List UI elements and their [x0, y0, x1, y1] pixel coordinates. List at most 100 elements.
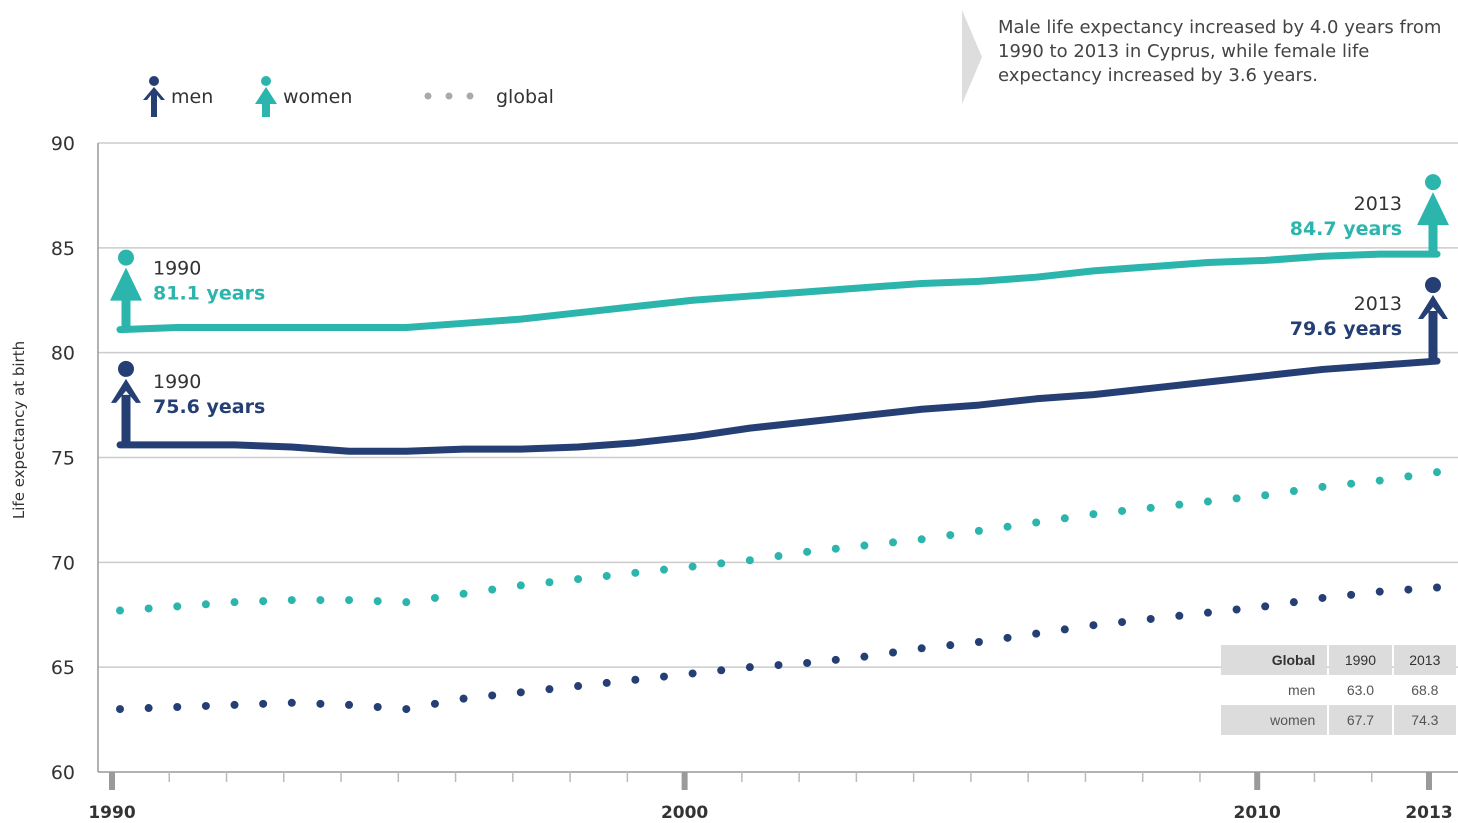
annotation-women-1990-year: 1990 — [153, 258, 201, 280]
point-global-men-2009 — [1203, 608, 1212, 617]
dot-global-men — [1003, 633, 1012, 642]
point-global-men-1997 — [516, 688, 525, 697]
series-line-men — [116, 357, 1441, 455]
global-table-women-1990: 67.7 — [1329, 705, 1392, 735]
global-table-women-label: women — [1221, 705, 1328, 735]
dot-global-men — [774, 661, 783, 670]
dot-global-women — [946, 531, 955, 540]
dot-global-men — [659, 672, 668, 681]
dot-global-women — [1003, 522, 1012, 531]
point-global-women-2000 — [688, 562, 697, 571]
point-global-women-2013 — [1433, 468, 1441, 477]
point-global-men-2007 — [1089, 621, 1098, 630]
y-axis-title: Life expectancy at birth — [10, 340, 28, 520]
dot-global-women — [602, 571, 611, 580]
dot-global-women — [1118, 506, 1127, 515]
annotation-men-1990-value: 75.6 years — [153, 396, 265, 418]
man-2013-icon-head — [1425, 277, 1441, 294]
global-table-header-label: Global — [1221, 645, 1328, 675]
point-global-women-1999 — [631, 568, 640, 577]
dot-global-women — [316, 596, 325, 605]
x-tick-label-2000: 2000 — [661, 803, 708, 823]
dot-global-men — [545, 685, 554, 694]
point-global-women-2009 — [1203, 497, 1212, 506]
dot-global-men — [946, 641, 955, 650]
legend-global-label: global — [496, 86, 554, 108]
point-global-women-2001 — [745, 556, 754, 565]
dot-global-women — [430, 593, 439, 602]
dot-global-men — [889, 648, 898, 657]
point-global-women-2008 — [1146, 503, 1155, 512]
dot-global-women — [717, 559, 726, 568]
dot-global-men — [1289, 598, 1298, 607]
point-global-women-2010 — [1261, 491, 1270, 500]
dot-global-women — [1060, 514, 1069, 523]
point-global-men-2008 — [1146, 614, 1155, 623]
y-tick-label-60: 60 — [51, 762, 75, 784]
y-tick-label-85: 85 — [51, 238, 75, 260]
point-global-men-2011 — [1318, 593, 1327, 602]
x-tick-label-1990: 1990 — [88, 803, 135, 823]
dot-global-women — [889, 538, 898, 547]
point-global-women-1990 — [116, 606, 124, 615]
point-global-men-1991 — [173, 703, 182, 712]
dot-global-men — [430, 699, 439, 708]
dot-global-women — [545, 578, 554, 587]
woman-2013-icon-head — [1425, 174, 1441, 191]
global-table-row-women: women 67.7 74.3 — [1221, 705, 1456, 735]
dot-global-men — [1404, 585, 1413, 594]
dot-global-men — [1060, 625, 1069, 634]
annotation-women-2013-value: 84.7 years — [1290, 218, 1402, 240]
point-global-men-2005 — [974, 638, 983, 647]
point-global-women-1995 — [402, 598, 411, 607]
dot-global-women — [1175, 500, 1184, 509]
dot-global-men — [1347, 590, 1356, 599]
point-global-men-1993 — [287, 698, 296, 707]
point-global-women-2002 — [803, 547, 812, 556]
global-table-header: Global 1990 2013 — [1221, 645, 1456, 675]
series-line-women — [116, 250, 1441, 334]
dot-global-women — [259, 597, 268, 606]
man-icon — [143, 76, 165, 117]
point-global-men-2002 — [803, 658, 812, 667]
point-global-women-2003 — [860, 541, 869, 550]
dot-global-women — [774, 552, 783, 561]
global-table-row-men: men 63.0 68.8 — [1221, 675, 1456, 705]
point-global-men-1990 — [116, 705, 124, 714]
global-table-men-2013: 68.8 — [1411, 682, 1439, 698]
global-table-men-label: men — [1288, 682, 1316, 698]
global-table: Global 1990 2013 men 63.0 68.8 women 67.… — [1219, 645, 1458, 735]
point-global-women-1992 — [230, 598, 239, 607]
woman-icon — [255, 76, 277, 117]
point-global-women-1996 — [459, 589, 468, 598]
point-global-men-1999 — [631, 675, 640, 684]
global-table-header-2013: 2013 — [1393, 645, 1456, 675]
annotation-women-2013-year: 2013 — [1354, 193, 1402, 215]
dot-global-men — [1175, 611, 1184, 620]
point-global-women-2011 — [1318, 482, 1327, 491]
global-dots-icon — [424, 92, 474, 100]
dot-global-women — [1404, 472, 1413, 481]
annotation-men-2013-value: 79.6 years — [1290, 318, 1402, 340]
point-global-women-1998 — [574, 575, 583, 584]
note-arrow-icon — [962, 10, 984, 108]
point-global-women-1993 — [287, 596, 296, 605]
y-tick-label-65: 65 — [51, 657, 75, 679]
woman-1990-icon-head — [118, 249, 134, 266]
dot-global-women — [659, 565, 668, 574]
point-global-women-2007 — [1089, 510, 1098, 519]
dot-global-women — [144, 604, 153, 613]
point-global-men-2003 — [860, 652, 869, 661]
point-global-men-2013 — [1433, 583, 1441, 592]
y-tick-label-90: 90 — [51, 133, 75, 155]
point-global-women-2006 — [1032, 518, 1041, 527]
dot-global-men — [373, 703, 382, 712]
dot-global-men — [488, 691, 497, 700]
point-global-men-1994 — [345, 700, 354, 709]
dot-global-men — [316, 699, 325, 708]
point-global-men-2010 — [1261, 602, 1270, 611]
point-global-men-2006 — [1032, 629, 1041, 638]
point-global-men-2012 — [1375, 587, 1384, 596]
dot-global-men — [1118, 618, 1127, 627]
